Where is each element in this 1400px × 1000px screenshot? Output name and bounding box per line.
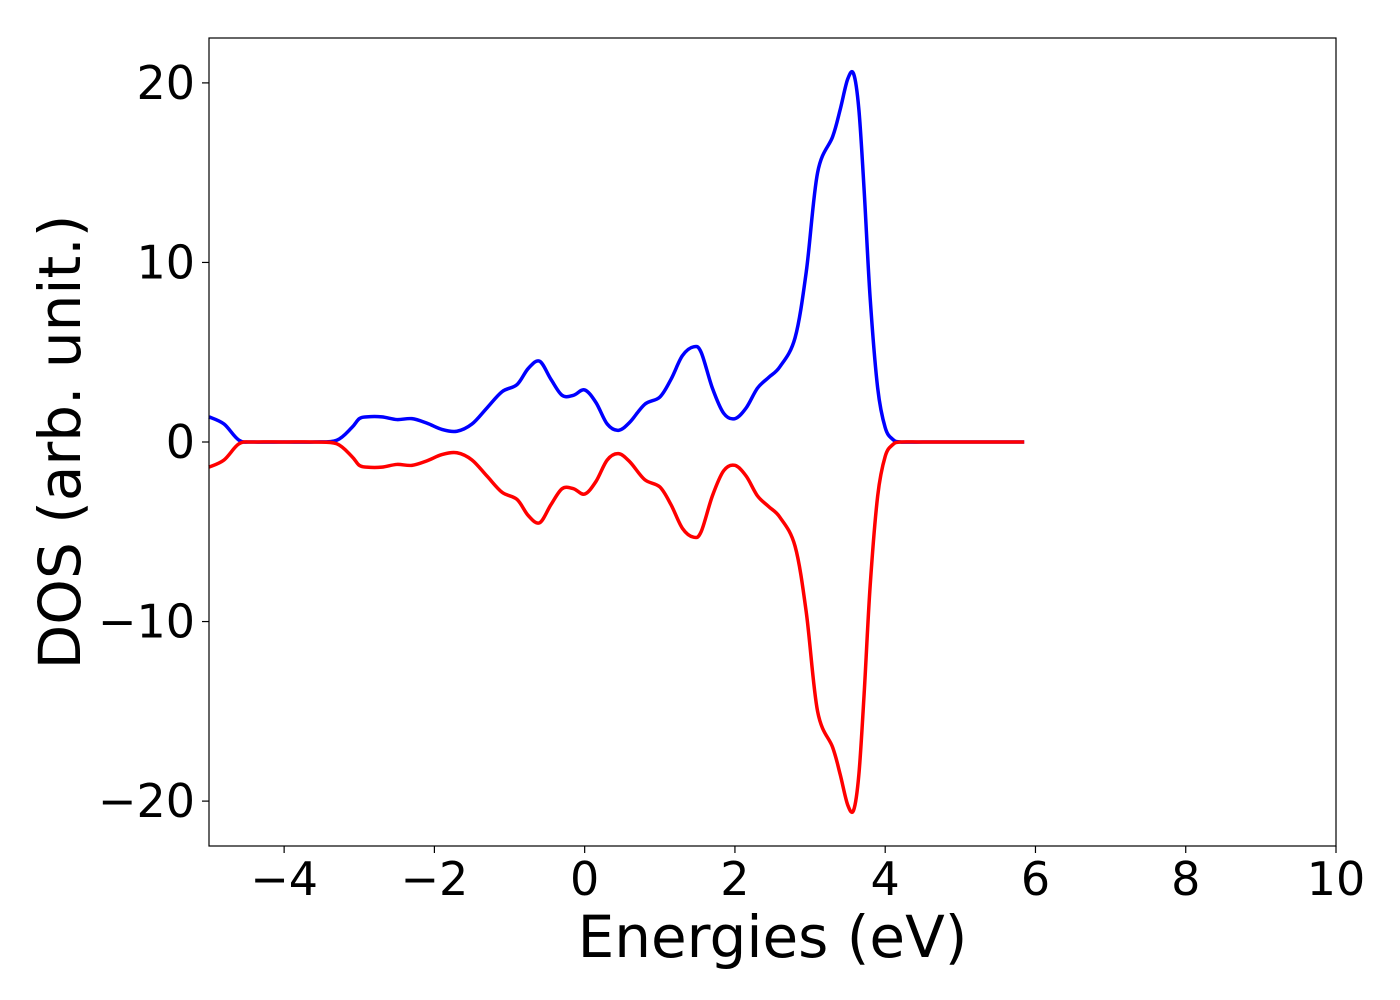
y-tick-label: −20 xyxy=(98,774,195,828)
y-tick-label: −10 xyxy=(98,595,195,649)
y-tick-label: 20 xyxy=(136,56,195,110)
x-axis-ticks: −4 −2 0 2 4 6 8 10 xyxy=(250,846,1365,906)
x-tick-label: 8 xyxy=(1171,852,1200,906)
x-tick-label: −2 xyxy=(400,852,468,906)
series-line-2 xyxy=(208,440,1025,814)
y-axis-label: DOS (arb. unit.) xyxy=(26,215,94,670)
x-tick-label: 2 xyxy=(720,852,749,906)
x-tick-label: 4 xyxy=(871,852,900,906)
y-tick-label: 0 xyxy=(166,415,195,469)
plot-area-frame xyxy=(208,37,1337,847)
x-tick-label: 0 xyxy=(570,852,599,906)
x-tick-label: 10 xyxy=(1307,852,1366,906)
x-axis-label: Energies (eV) xyxy=(578,903,968,971)
x-tick-label: −4 xyxy=(250,852,318,906)
series-line-1 xyxy=(208,70,1025,444)
series-layer xyxy=(208,70,1025,814)
y-tick-label: 10 xyxy=(136,235,195,289)
x-tick-label: 6 xyxy=(1021,852,1050,906)
y-axis-ticks: 20 10 0 −10 −20 xyxy=(98,56,209,828)
